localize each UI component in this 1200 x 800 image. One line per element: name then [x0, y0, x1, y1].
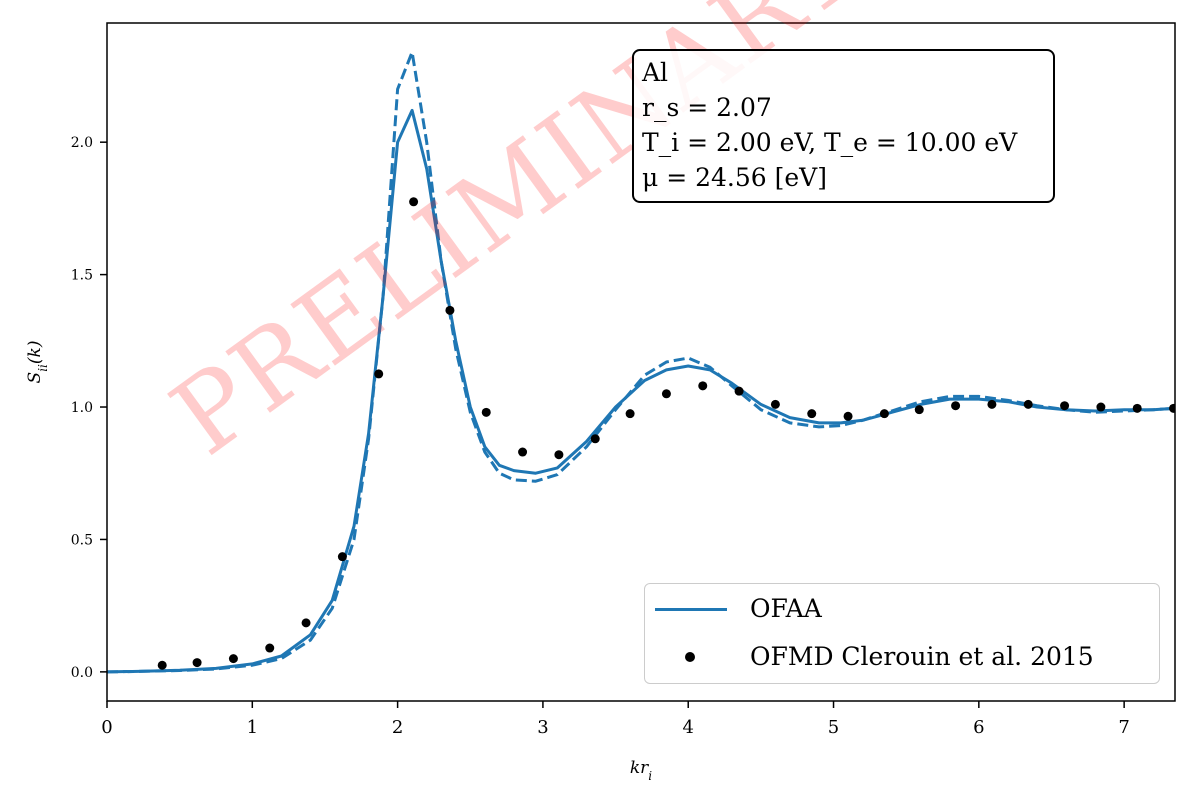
ofmd-data-point [987, 399, 997, 409]
ofmd-data-point [951, 401, 961, 411]
ofmd-data-point [807, 409, 817, 419]
x-tick-label: 6 [973, 717, 984, 738]
annotation-mu: μ = 24.56 [eV] [642, 163, 827, 192]
x-tick-label: 1 [247, 717, 258, 738]
x-tick-label: 3 [537, 717, 548, 738]
ofmd-data-point [192, 658, 202, 668]
ofmd-data-point [1132, 403, 1142, 413]
ofmd-data-point [843, 411, 853, 421]
ofmd-data-point [265, 643, 275, 653]
y-tick-label: 1.5 [71, 268, 93, 284]
annotation-rs: r_s = 2.07 [642, 93, 772, 122]
ofmd-data-point [914, 405, 924, 415]
ofmd-data-point [1060, 401, 1070, 411]
legend-dot-swatch [685, 652, 695, 662]
x-tick-label: 7 [1118, 717, 1129, 738]
x-tick-label: 4 [682, 717, 693, 738]
ofmd-data-point [661, 389, 671, 399]
y-tick-label: 1.0 [71, 400, 93, 416]
ofmd-data-point [518, 447, 528, 457]
ofmd-data-point [1169, 403, 1175, 413]
ofmd-data-point [625, 409, 635, 419]
ofmd-data-point [734, 386, 744, 396]
legend: OFAA OFMD Clerouin et al. 2015 [644, 583, 1160, 684]
y-tick-label: 2.0 [71, 135, 93, 151]
legend-line-swatch [655, 608, 727, 611]
x-axis-title: kri [630, 758, 652, 783]
y-tick-label: 0.0 [71, 665, 93, 681]
x-tick-label: 2 [392, 717, 403, 738]
ofmd-data-point [228, 654, 238, 664]
ofmd-data-point [1023, 399, 1033, 409]
ofmd-data-point [770, 399, 780, 409]
y-axis-title: Sii(k) [25, 341, 50, 384]
ofmd-data-point [554, 450, 564, 460]
ofmd-data-point [879, 409, 889, 419]
x-tick-label: 0 [101, 717, 112, 738]
ofmd-data-point [337, 552, 347, 562]
ofmd-data-point [301, 618, 311, 628]
legend-label-ofaa: OFAA [750, 594, 822, 623]
ofmd-data-point [409, 197, 419, 207]
y-tick-label: 0.5 [71, 532, 93, 548]
ofaa-series-line [107, 108, 1175, 674]
parameter-annotation: Al r_s = 2.07 T_i = 2.00 eV, T_e = 10.00… [632, 49, 1055, 203]
ofmd-data-point [698, 381, 708, 391]
annotation-temperatures: T_i = 2.00 eV, T_e = 10.00 eV [642, 128, 1018, 157]
ofmd-data-point [1096, 402, 1106, 412]
annotation-element: Al [642, 58, 669, 87]
legend-label-ofmd: OFMD Clerouin et al. 2015 [750, 642, 1094, 671]
ofmd-data-point [481, 407, 491, 417]
dashed-series-line [107, 50, 1175, 674]
x-tick-label: 5 [828, 717, 839, 738]
ofmd-data-point [590, 434, 600, 444]
ofmd-data-point [445, 305, 455, 315]
plot-area-frame [106, 22, 1176, 702]
ofmd-data-point [157, 660, 167, 670]
ofmd-data-point [374, 369, 384, 379]
